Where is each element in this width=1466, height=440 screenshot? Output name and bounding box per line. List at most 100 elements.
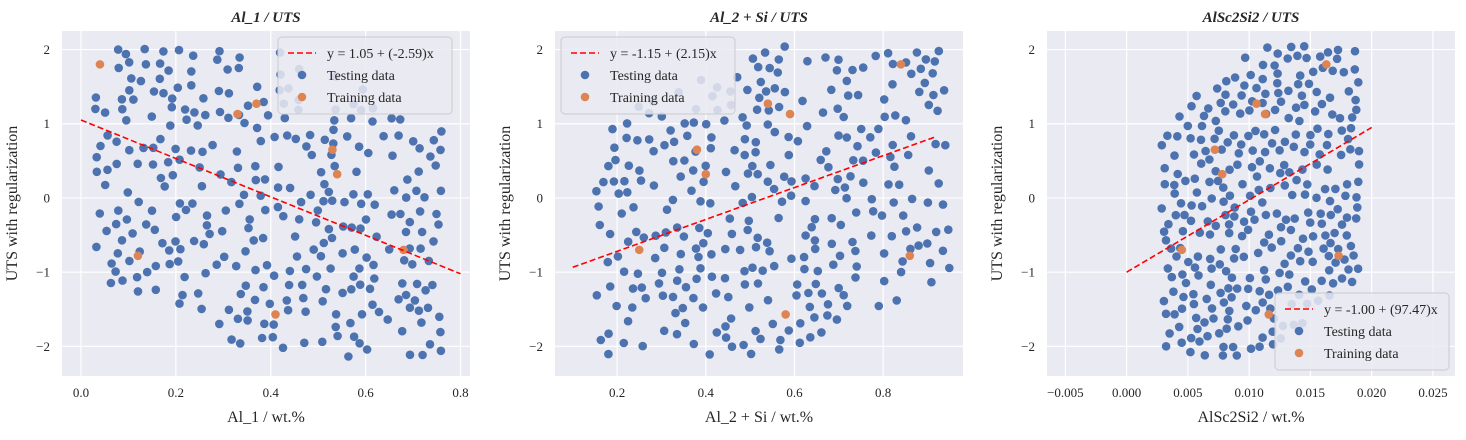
testing-data-point: [1197, 121, 1207, 131]
testing-data-point: [167, 94, 177, 103]
testing-data-point: [896, 267, 906, 277]
y-tick-label: 1: [1029, 116, 1036, 131]
training-data-point: [133, 251, 143, 261]
testing-data-point: [739, 340, 748, 350]
testing-data-point: [212, 260, 221, 270]
testing-data-point: [147, 112, 157, 121]
testing-data-point: [233, 163, 243, 173]
testing-data-point: [675, 265, 684, 274]
testing-data-point: [342, 132, 352, 141]
testing-data-point: [434, 220, 443, 229]
testing-data-point: [711, 289, 721, 298]
testing-data-point: [215, 107, 225, 117]
testing-data-point: [426, 152, 435, 161]
testing-data-point: [423, 303, 433, 313]
testing-data-point: [691, 244, 701, 253]
testing-data-point: [774, 345, 784, 354]
testing-data-point: [924, 166, 934, 175]
testing-data-point: [817, 289, 827, 298]
testing-data-point: [149, 87, 159, 96]
regression-line: [1126, 126, 1373, 273]
testing-data-point: [1295, 256, 1305, 266]
testing-data-point: [1353, 264, 1363, 274]
testing-data-point: [338, 249, 347, 258]
testing-data-point: [405, 217, 415, 227]
testing-data-point: [1300, 277, 1310, 286]
testing-data-point: [721, 333, 731, 342]
testing-data-point: [612, 301, 621, 311]
testing-data-point: [1224, 228, 1234, 238]
testing-data-point: [1343, 134, 1353, 144]
testing-data-point: [753, 169, 762, 179]
testing-data-point: [898, 211, 908, 220]
legend-training-marker: [297, 92, 307, 102]
testing-data-point: [1293, 79, 1303, 89]
testing-data-point: [644, 135, 654, 144]
testing-data-point: [763, 295, 773, 305]
testing-data-point: [96, 141, 105, 151]
y-axis-label: UTS with regularization: [497, 126, 514, 282]
testing-data-point: [136, 76, 146, 86]
testing-data-point: [387, 114, 396, 123]
testing-data-point: [205, 229, 214, 239]
testing-data-point: [1186, 347, 1195, 357]
testing-data-point: [313, 206, 323, 215]
testing-data-point: [1163, 264, 1173, 273]
testing-data-point: [774, 102, 784, 112]
testing-data-point: [1163, 131, 1172, 140]
testing-data-point: [346, 318, 355, 328]
testing-data-point: [912, 48, 922, 57]
testing-data-point: [1223, 138, 1232, 147]
legend-label: Training data: [1324, 347, 1399, 362]
testing-data-point: [851, 246, 860, 256]
testing-data-point: [1263, 43, 1272, 52]
testing-data-point: [933, 106, 942, 116]
testing-data-point: [867, 231, 876, 240]
testing-data-point: [249, 236, 258, 245]
testing-data-point: [1341, 191, 1350, 201]
testing-data-point: [223, 65, 232, 74]
testing-data-point: [753, 279, 763, 288]
testing-data-point: [813, 266, 823, 276]
testing-data-point: [171, 237, 180, 246]
testing-data-point: [112, 159, 121, 169]
testing-data-point: [1337, 274, 1347, 283]
testing-data-point: [1193, 252, 1203, 261]
testing-data-point: [1246, 70, 1255, 80]
testing-data-point: [1303, 180, 1312, 189]
testing-data-point: [891, 111, 900, 120]
testing-data-point: [666, 126, 675, 135]
testing-data-point: [355, 280, 365, 290]
testing-data-point: [833, 174, 843, 184]
testing-data-point: [842, 76, 852, 86]
testing-data-point: [1238, 179, 1247, 189]
testing-data-point: [324, 187, 334, 197]
testing-data-point: [399, 255, 409, 265]
testing-data-point: [753, 62, 763, 72]
testing-data-point: [1306, 130, 1315, 140]
testing-data-point: [1179, 292, 1188, 302]
testing-data-point: [1174, 322, 1184, 332]
testing-data-point: [197, 181, 207, 191]
testing-data-point: [753, 233, 762, 243]
testing-data-point: [1196, 159, 1206, 168]
testing-data-point: [925, 258, 935, 268]
testing-data-point: [851, 273, 860, 282]
testing-data-point: [1325, 196, 1335, 206]
testing-data-point: [1200, 351, 1210, 360]
testing-data-point: [361, 215, 371, 224]
testing-data-point: [362, 253, 371, 262]
testing-data-point: [227, 335, 236, 344]
testing-data-point: [92, 167, 102, 177]
testing-data-point: [1195, 337, 1204, 346]
testing-data-point: [187, 81, 196, 90]
testing-data-point: [175, 155, 184, 164]
testing-data-point: [113, 45, 123, 54]
testing-data-point: [1229, 131, 1239, 140]
testing-data-point: [1284, 86, 1293, 96]
testing-data-point: [669, 156, 678, 166]
testing-data-point: [623, 316, 633, 326]
testing-data-point: [832, 315, 842, 324]
testing-data-point: [746, 349, 756, 359]
testing-data-point: [140, 44, 149, 54]
